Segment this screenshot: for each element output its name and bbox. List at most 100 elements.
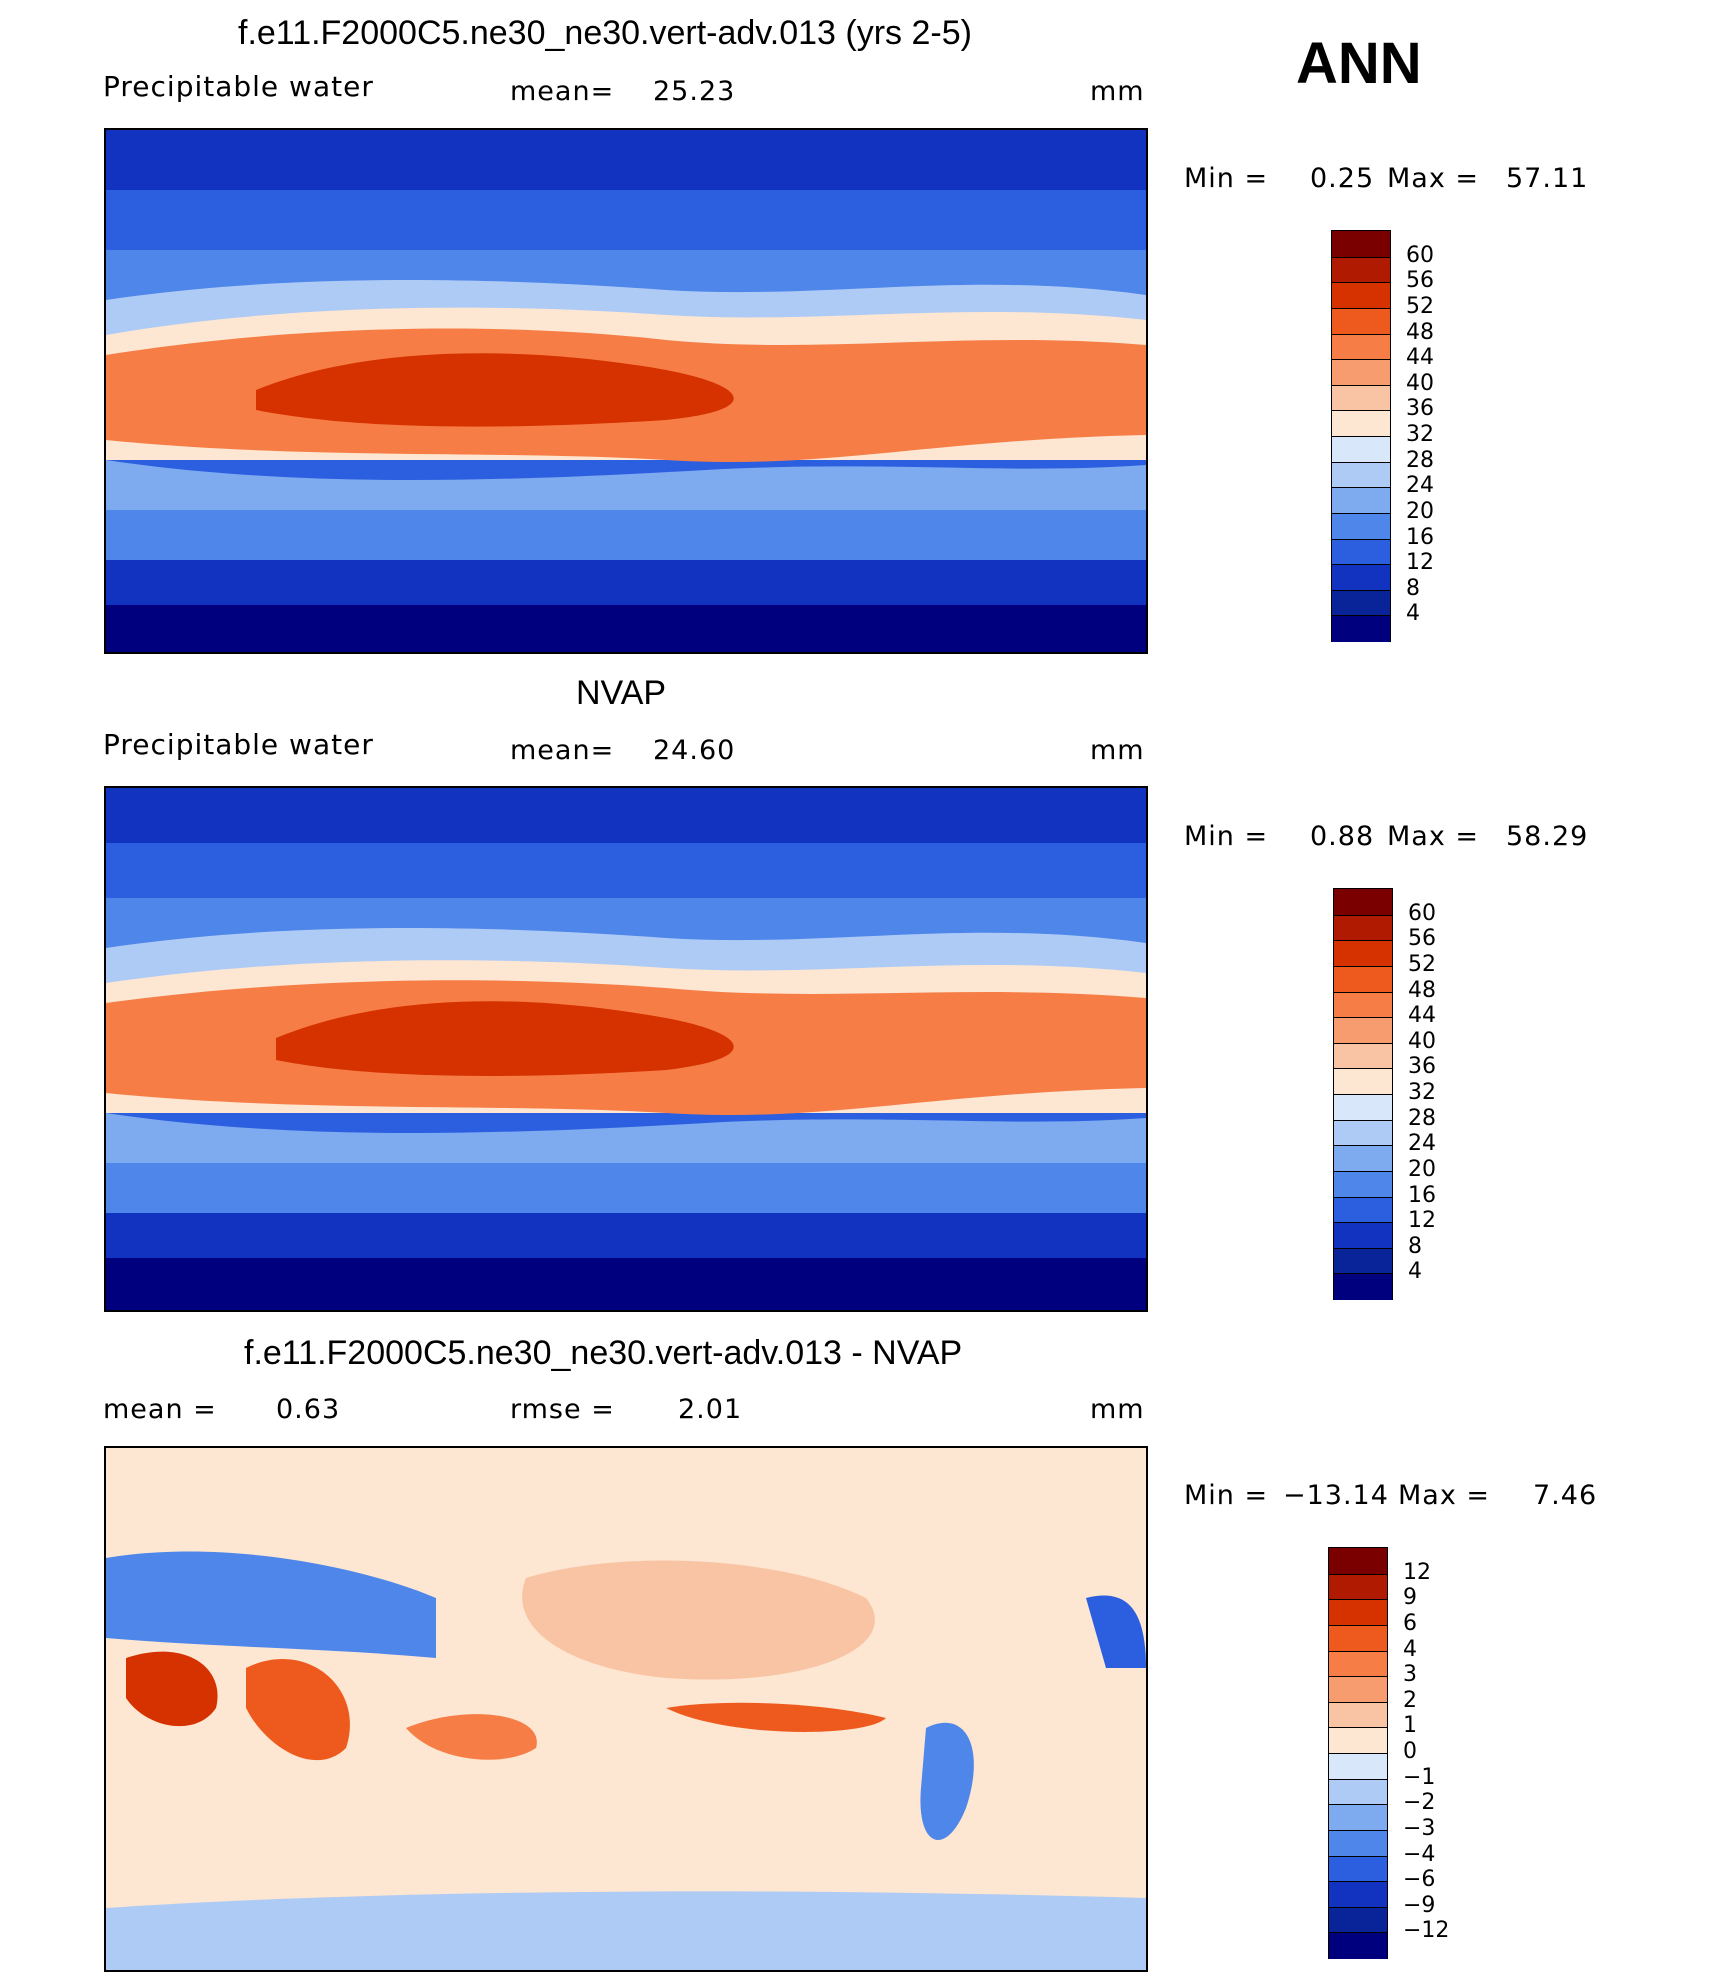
colorbar-swatch — [1332, 512, 1390, 540]
colorbar-tick-label: 9 — [1403, 1585, 1417, 1611]
colorbar-swatch — [1332, 538, 1390, 566]
colorbar-tick-label: 8 — [1406, 575, 1420, 601]
colorbar-swatch — [1334, 1094, 1392, 1121]
panel-diff-min-value: −13.14 — [1283, 1480, 1389, 1511]
colorbar-tick-label: −3 — [1403, 1815, 1436, 1841]
colorbar-swatch — [1329, 1804, 1387, 1831]
panel-diff-colorbar — [1328, 1547, 1388, 1959]
field-band — [106, 510, 1146, 560]
colorbar-swatch — [1332, 564, 1390, 591]
panel-diff-max-label: Max = — [1398, 1480, 1491, 1511]
panel-model-min-value: 0.25 — [1310, 163, 1375, 194]
colorbar-swatch — [1334, 889, 1392, 915]
colorbar-tick-label: 52 — [1408, 951, 1436, 977]
panel-obs-mean-label: mean= — [510, 735, 615, 766]
colorbar-tick-label: −9 — [1403, 1892, 1436, 1918]
colorbar-tick-label: −4 — [1403, 1841, 1436, 1867]
colorbar-tick-label: 20 — [1408, 1156, 1436, 1182]
field-band — [126, 1651, 218, 1727]
panel-diff-rmse-label: rmse = — [510, 1394, 615, 1425]
colorbar-tick-label: 36 — [1408, 1054, 1436, 1080]
panel-model-max-value: 57.11 — [1506, 163, 1589, 194]
colorbar-tick-label: 24 — [1408, 1131, 1436, 1157]
colorbar-tick-label: 60 — [1406, 242, 1434, 268]
colorbar-tick-label: 1 — [1403, 1713, 1417, 1739]
panel-model-title: f.e11.F2000C5.ne30_ne30.vert-adv.013 (yr… — [238, 14, 972, 52]
colorbar-swatch — [1332, 487, 1390, 514]
colorbar-swatch — [1332, 384, 1390, 412]
field-band — [106, 1891, 1146, 1970]
colorbar-swatch — [1332, 436, 1390, 463]
field-band — [106, 788, 1146, 843]
colorbar-tick-label: 40 — [1408, 1028, 1436, 1054]
panel-diff-unit: mm — [1090, 1394, 1145, 1425]
colorbar-swatch — [1334, 1068, 1392, 1095]
field-band — [256, 353, 734, 427]
colorbar-swatch — [1332, 589, 1390, 617]
colorbar-tick-label: 4 — [1408, 1259, 1422, 1285]
panel-diff-colorbar-ticks: 12 9 6 4 3 2 1 0 −1 −2 −3 −4 −6 −9 −12 — [1403, 1547, 1473, 1957]
colorbar-swatch — [1329, 1753, 1387, 1780]
panel-model-mean-label: mean= — [510, 76, 615, 107]
field-band — [106, 1113, 1146, 1163]
colorbar-tick-label: 60 — [1408, 900, 1436, 926]
panel-obs-colorbar — [1333, 888, 1393, 1300]
colorbar-tick-label: 40 — [1406, 370, 1434, 396]
colorbar-swatch — [1329, 1881, 1387, 1908]
colorbar-tick-label: 20 — [1406, 498, 1434, 524]
colorbar-swatch — [1332, 256, 1390, 284]
colorbar-swatch — [1332, 231, 1390, 257]
colorbar-swatch — [1329, 1573, 1387, 1601]
panel-model-colorbar-ticks: 60 56 52 48 44 40 36 32 28 24 20 16 12 8 4 — [1406, 230, 1466, 640]
panel-obs-max-label: Max = — [1387, 821, 1480, 852]
panel-obs-unit: mm — [1090, 735, 1145, 766]
colorbar-tick-label: 6 — [1403, 1610, 1417, 1636]
field-band — [522, 1560, 875, 1680]
panel-model-colorbar — [1331, 230, 1391, 642]
panel-diff-min-label: Min = — [1184, 1480, 1269, 1511]
colorbar-tick-label: 24 — [1406, 473, 1434, 499]
panel-obs-min-value: 0.88 — [1310, 821, 1375, 852]
field-band — [106, 1258, 1146, 1310]
field-band — [920, 1722, 974, 1841]
colorbar-swatch — [1332, 307, 1390, 335]
panel-model-min-label: Min = — [1184, 163, 1269, 194]
colorbar-swatch — [1334, 965, 1392, 993]
colorbar-tick-label: 12 — [1403, 1559, 1431, 1585]
colorbar-tick-label: 36 — [1406, 396, 1434, 422]
panel-diff-title: f.e11.F2000C5.ne30_ne30.vert-adv.013 - N… — [244, 1334, 963, 1372]
panel-diff-map — [104, 1446, 1148, 1972]
colorbar-swatch — [1329, 1829, 1387, 1857]
field-band — [106, 1213, 1146, 1258]
colorbar-swatch — [1334, 1196, 1392, 1224]
colorbar-swatch — [1332, 410, 1390, 437]
field-band — [106, 560, 1146, 605]
colorbar-tick-label: 48 — [1406, 319, 1434, 345]
field-band — [106, 130, 1146, 190]
panel-model-max-label: Max = — [1387, 163, 1480, 194]
colorbar-swatch — [1329, 1676, 1387, 1703]
colorbar-tick-label: 32 — [1406, 422, 1434, 447]
colorbar-tick-label: 4 — [1406, 601, 1420, 627]
colorbar-swatch — [1334, 1145, 1392, 1172]
colorbar-tick-label: 28 — [1408, 1105, 1436, 1131]
panel-diff-field — [106, 1448, 1146, 1970]
colorbar-tick-label: 44 — [1406, 345, 1434, 371]
colorbar-swatch — [1332, 615, 1390, 642]
panel-model-unit: mm — [1090, 76, 1145, 107]
colorbar-swatch — [1329, 1932, 1387, 1959]
panel-diff-max-value: 7.46 — [1533, 1480, 1598, 1511]
panel-obs-mean-value: 24.60 — [653, 735, 736, 766]
colorbar-tick-label: 3 — [1403, 1662, 1417, 1688]
colorbar-swatch — [1329, 1855, 1387, 1883]
panel-obs-map — [104, 786, 1148, 1312]
colorbar-swatch — [1334, 1273, 1392, 1300]
colorbar-swatch — [1332, 333, 1390, 361]
field-band — [106, 605, 1146, 652]
panel-model-map — [104, 128, 1148, 654]
panel-model-mean-value: 25.23 — [653, 76, 736, 107]
colorbar-tick-label: −1 — [1403, 1764, 1436, 1790]
colorbar-swatch — [1329, 1650, 1387, 1678]
field-band — [1086, 1595, 1146, 1668]
colorbar-tick-label: −2 — [1403, 1790, 1436, 1816]
